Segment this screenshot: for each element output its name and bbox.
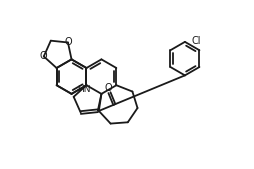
Text: O: O xyxy=(40,51,47,62)
Text: O: O xyxy=(104,83,112,93)
Text: HN: HN xyxy=(77,85,91,94)
Text: Cl: Cl xyxy=(191,36,201,46)
Text: O: O xyxy=(64,38,72,47)
